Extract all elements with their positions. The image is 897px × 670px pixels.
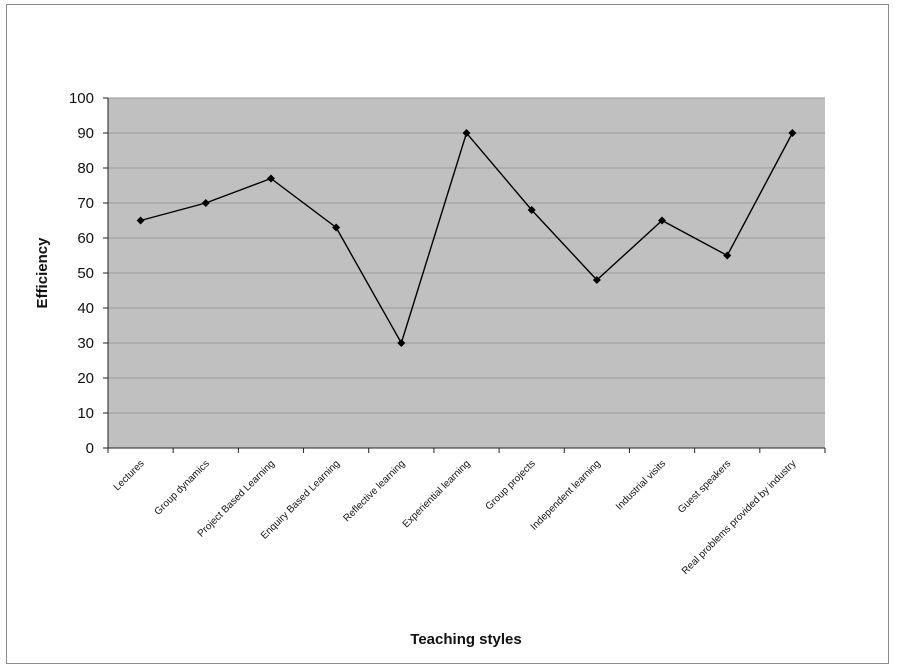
x-tick-label: Real problems provided by industry — [680, 458, 799, 577]
y-tick-label: 30 — [77, 335, 94, 352]
x-tick-label: Lectures — [112, 458, 147, 493]
data-point — [266, 174, 275, 183]
y-tick-label: 10 — [77, 405, 94, 422]
data-point — [592, 276, 601, 284]
x-tick-label: Group dynamics — [153, 458, 212, 517]
series — [136, 129, 797, 347]
y-tick-label: 0 — [86, 440, 94, 457]
y-tick-label: 40 — [77, 300, 94, 317]
y-tick-label: 60 — [77, 230, 94, 247]
y-tick-labels: 0 10 20 30 40 50 60 70 80 90 100 — [69, 90, 94, 457]
x-tick-label: Guest speakers — [676, 458, 733, 515]
x-tick-label: Industrial visits — [614, 458, 668, 512]
y-tick-label: 20 — [77, 370, 94, 387]
data-point — [136, 216, 145, 225]
data-point — [527, 206, 536, 214]
y-tick-label: 90 — [77, 125, 94, 142]
x-axis-title: Teaching styles — [410, 631, 521, 648]
x-tick-label: Independent learning — [529, 458, 603, 532]
y-tick-label: 80 — [77, 160, 94, 177]
y-tick-label: 70 — [77, 195, 94, 212]
data-point — [332, 223, 341, 232]
x-tick-label: Group projects — [484, 458, 538, 512]
data-point — [658, 216, 667, 225]
y-axis-title: Efficiency — [34, 237, 51, 309]
axes — [107, 98, 826, 453]
y-tick-label: 50 — [77, 265, 94, 282]
x-tick-label: Experiential learning — [401, 458, 473, 530]
data-point — [788, 129, 797, 137]
y-tick-label: 100 — [69, 90, 94, 107]
data-point — [397, 339, 406, 347]
x-tick-label: Reflective learning — [341, 458, 407, 524]
data-point — [462, 129, 471, 137]
data-point — [201, 199, 210, 207]
data-point — [723, 251, 732, 260]
